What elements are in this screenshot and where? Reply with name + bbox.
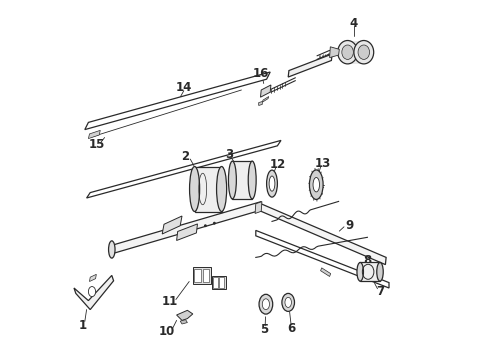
Text: 14: 14 — [175, 81, 192, 94]
Ellipse shape — [228, 161, 236, 199]
Polygon shape — [195, 166, 221, 212]
Polygon shape — [256, 230, 389, 288]
Text: 8: 8 — [363, 255, 371, 267]
Circle shape — [204, 224, 207, 227]
Text: 9: 9 — [345, 219, 353, 231]
Ellipse shape — [357, 262, 364, 281]
Ellipse shape — [285, 297, 292, 307]
Ellipse shape — [259, 294, 273, 314]
Text: 12: 12 — [270, 158, 286, 171]
Text: 11: 11 — [162, 295, 178, 308]
Ellipse shape — [310, 170, 323, 199]
Text: 7: 7 — [376, 285, 384, 298]
Ellipse shape — [248, 161, 256, 199]
Circle shape — [213, 222, 216, 225]
Polygon shape — [330, 47, 339, 58]
Ellipse shape — [262, 299, 270, 310]
Text: 15: 15 — [89, 138, 105, 150]
Polygon shape — [212, 276, 225, 289]
Polygon shape — [162, 216, 182, 234]
Polygon shape — [112, 202, 261, 254]
Polygon shape — [259, 203, 386, 265]
Polygon shape — [176, 310, 193, 320]
Ellipse shape — [342, 45, 353, 59]
Ellipse shape — [88, 287, 96, 297]
Ellipse shape — [338, 40, 358, 64]
Ellipse shape — [109, 241, 115, 258]
Polygon shape — [88, 130, 100, 139]
Polygon shape — [262, 96, 269, 102]
Polygon shape — [288, 54, 332, 77]
Bar — [213, 277, 218, 288]
Text: 3: 3 — [225, 148, 233, 161]
Polygon shape — [347, 41, 364, 64]
Ellipse shape — [267, 170, 277, 197]
Polygon shape — [261, 85, 271, 97]
Polygon shape — [232, 161, 252, 199]
Ellipse shape — [313, 177, 319, 192]
Ellipse shape — [354, 40, 374, 64]
Polygon shape — [193, 267, 211, 284]
Polygon shape — [259, 102, 262, 105]
Ellipse shape — [282, 293, 294, 311]
Text: 1: 1 — [79, 319, 87, 332]
Text: 6: 6 — [288, 322, 296, 335]
Polygon shape — [360, 262, 380, 281]
Bar — [219, 277, 224, 288]
Text: 2: 2 — [181, 150, 190, 163]
Ellipse shape — [190, 166, 199, 212]
Polygon shape — [176, 224, 197, 240]
Ellipse shape — [217, 166, 227, 212]
Ellipse shape — [377, 262, 383, 281]
Text: 13: 13 — [314, 157, 331, 170]
Text: 10: 10 — [159, 325, 175, 338]
Polygon shape — [320, 268, 331, 276]
Polygon shape — [255, 202, 262, 213]
Bar — [194, 269, 201, 282]
Ellipse shape — [358, 45, 369, 59]
Text: 16: 16 — [253, 67, 270, 80]
Polygon shape — [85, 72, 270, 130]
Bar — [203, 269, 209, 282]
Ellipse shape — [269, 176, 275, 191]
Polygon shape — [180, 320, 187, 324]
Text: 4: 4 — [349, 17, 358, 30]
Polygon shape — [87, 140, 281, 198]
Text: 5: 5 — [260, 323, 268, 336]
Polygon shape — [74, 275, 114, 310]
Polygon shape — [90, 274, 97, 282]
